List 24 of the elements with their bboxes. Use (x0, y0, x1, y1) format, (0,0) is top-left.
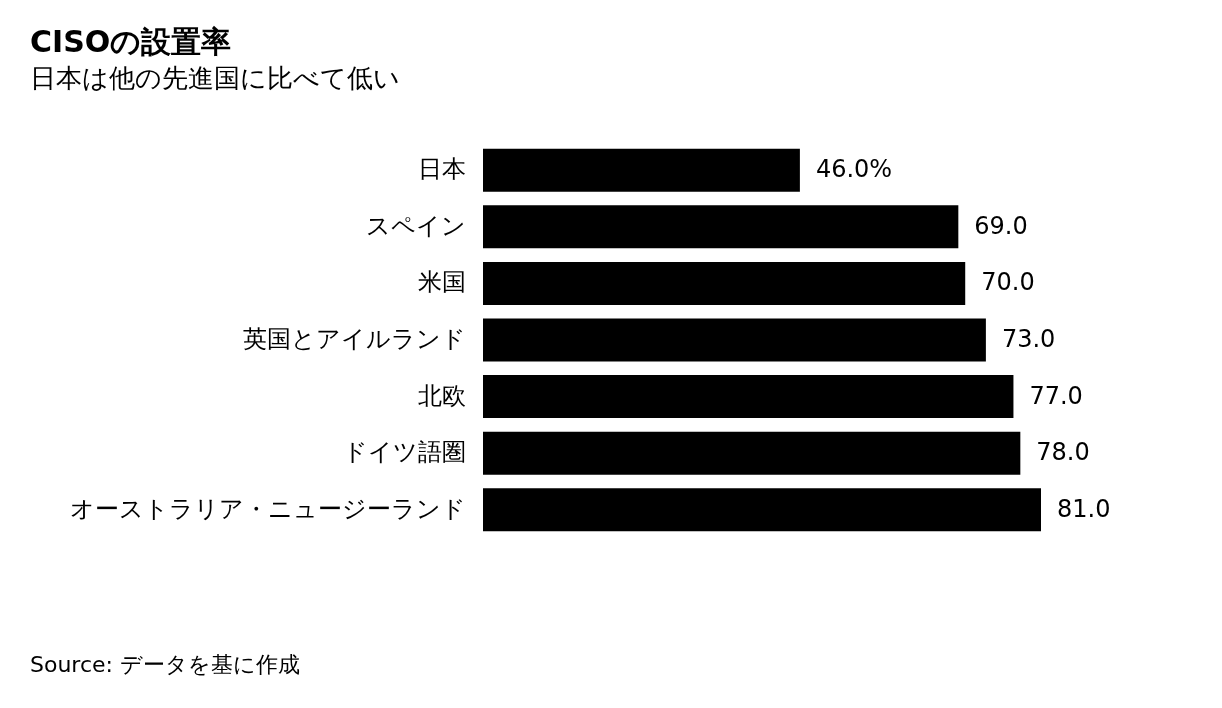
y-tick-label: ドイツ語圏 (342, 438, 466, 467)
y-tick-label: 北欧 (417, 381, 466, 410)
data-label: 70.0 (981, 268, 1035, 297)
data-label: 73.0 (1001, 325, 1056, 353)
y-tick-label: 米国 (417, 268, 466, 297)
data-label: 69.0 (974, 211, 1028, 240)
bar (483, 488, 1041, 532)
bar (483, 318, 986, 362)
data-label: 78.0 (1036, 438, 1090, 467)
text: 日本は他の先進国に比べて低い (30, 63, 400, 93)
y-tick-label: スペイン (365, 211, 466, 240)
y-tick-label: 英国とアイルランド (242, 325, 466, 353)
bar (483, 431, 1021, 475)
bar (483, 148, 800, 192)
data-label: 81.0 (1057, 494, 1111, 523)
y-tick-label: 日本 (417, 155, 466, 184)
text: CISOの設置率 (30, 24, 232, 59)
bar (483, 375, 1014, 419)
bar (483, 261, 966, 305)
data-label: 46.0% (815, 155, 893, 184)
source-note: Source: データを基に作成 (30, 651, 300, 679)
bar (483, 205, 959, 249)
data-label: 77.0 (1029, 381, 1083, 410)
y-tick-label: オーストラリア・ニュージーランド (69, 494, 466, 523)
